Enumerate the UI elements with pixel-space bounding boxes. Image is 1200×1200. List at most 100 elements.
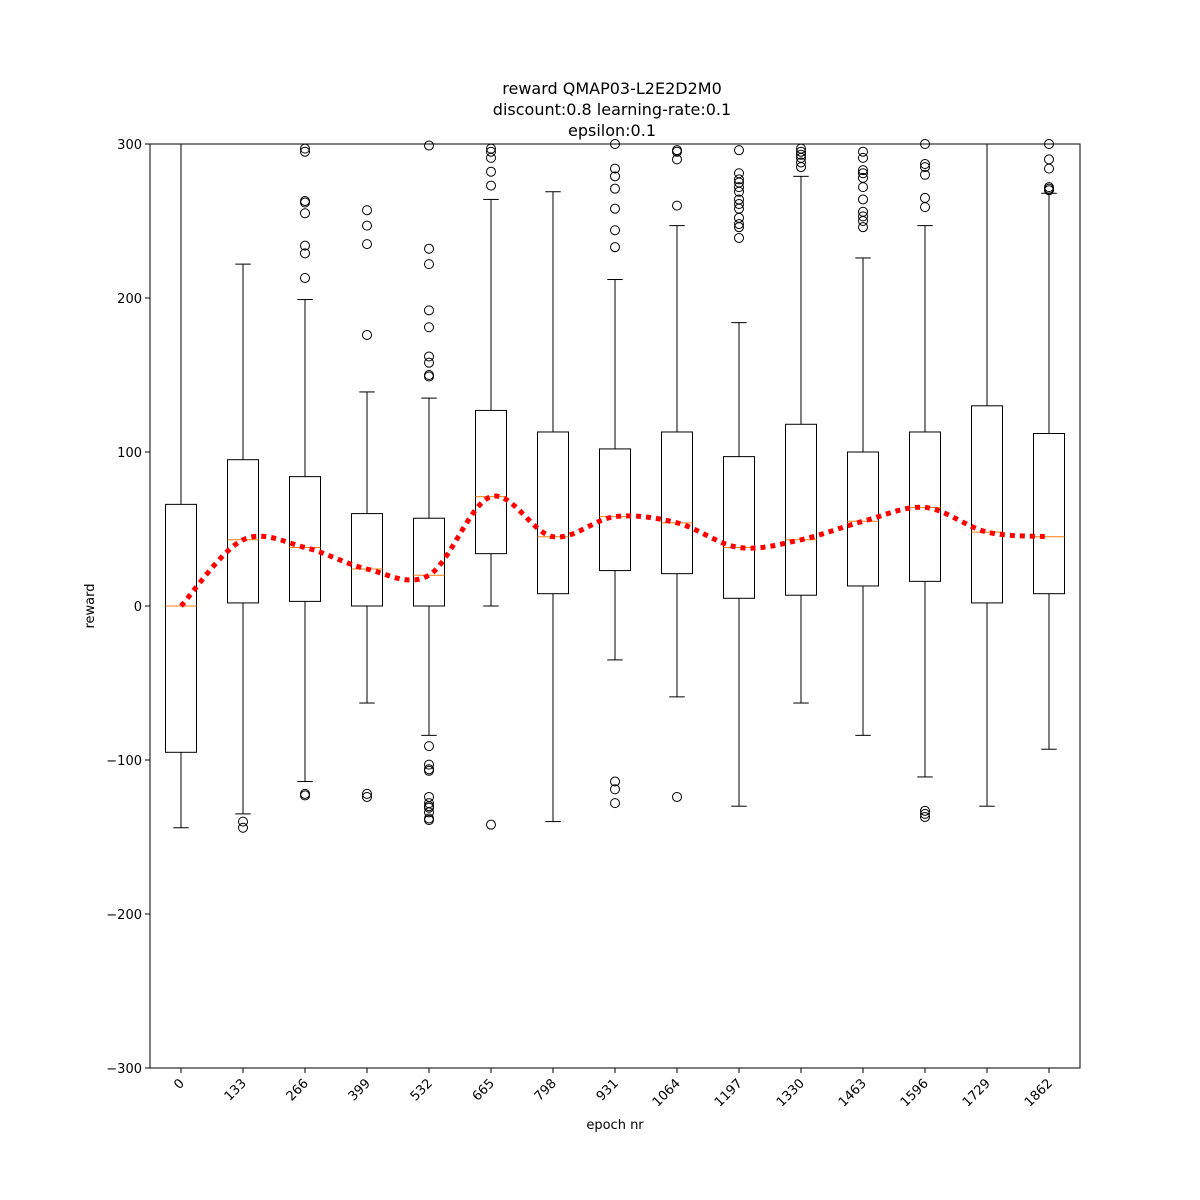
- outlier-point: [362, 239, 372, 250]
- box-group-1596: [909, 139, 941, 822]
- chart-title-line-3: epsilon:0.1: [568, 121, 656, 140]
- outlier-point: [238, 822, 248, 833]
- outlier-point: [424, 741, 434, 752]
- box-group-931: [599, 139, 631, 809]
- outlier-point: [362, 205, 372, 216]
- x-tick-label: 1596: [898, 1076, 932, 1110]
- x-tick-label: 1862: [1022, 1076, 1056, 1110]
- outlier-point: [424, 802, 434, 813]
- box-group-532: [413, 140, 445, 826]
- outlier-point: [238, 816, 248, 827]
- box-group-1064: [661, 145, 693, 802]
- outlier-point: [858, 165, 868, 176]
- x-tick-label: 1463: [836, 1076, 870, 1110]
- outlier-point: [920, 159, 930, 170]
- outlier-point: [610, 225, 620, 236]
- outlier-point: [734, 174, 744, 185]
- x-tick-label: 1330: [774, 1076, 808, 1110]
- chart-title-line-1: reward QMAP03-L2E2D2M0: [502, 79, 722, 98]
- outlier-point: [920, 192, 930, 203]
- outlier-point: [858, 206, 868, 217]
- outlier-point: [300, 790, 310, 801]
- outlier-point: [858, 222, 868, 233]
- box-group-399: [351, 205, 383, 802]
- outlier-point: [486, 166, 496, 177]
- box-iqr: [289, 476, 321, 602]
- outlier-point: [424, 305, 434, 316]
- outlier-point: [734, 194, 744, 205]
- outlier-point: [424, 807, 434, 818]
- box-group-133: [227, 263, 259, 833]
- outlier-point: [424, 243, 434, 254]
- outlier-point: [300, 208, 310, 219]
- outlier-point: [424, 815, 434, 826]
- outlier-point: [920, 202, 930, 213]
- outlier-point: [796, 146, 806, 157]
- x-tick-label: 798: [532, 1076, 560, 1104]
- outlier-point: [920, 162, 930, 173]
- outlier-point: [300, 272, 310, 283]
- outlier-point: [858, 146, 868, 157]
- box-group-266: [289, 143, 321, 801]
- outlier-point: [858, 152, 868, 163]
- outlier-point: [300, 248, 310, 259]
- box-iqr: [971, 405, 1003, 604]
- x-tick-label: 133: [222, 1076, 250, 1104]
- outlier-point: [796, 157, 806, 168]
- x-tick-label: 931: [594, 1076, 622, 1104]
- outlier-point: [424, 759, 434, 770]
- box-iqr: [599, 448, 631, 572]
- outlier-point: [362, 791, 372, 802]
- box-group-1197: [723, 145, 755, 807]
- outlier-point: [424, 140, 434, 151]
- box-group-1729: [971, 143, 1003, 807]
- x-axis: 0 133 266 399 532 665 798 931 1064 1197 1330 1463 15…: [171, 1068, 1056, 1110]
- outlier-point: [858, 182, 868, 193]
- outlier-point: [424, 351, 434, 362]
- outlier-point: [424, 765, 434, 776]
- x-tick-label: 1064: [650, 1076, 684, 1110]
- outlier-point: [672, 200, 682, 211]
- outlier-point: [920, 805, 930, 816]
- outlier-point: [1044, 182, 1054, 193]
- box-iqr: [661, 431, 693, 575]
- outlier-point: [362, 329, 372, 340]
- box-iqr: [909, 431, 941, 582]
- outlier-point: [734, 145, 744, 156]
- outlier-point: [858, 172, 868, 183]
- box-iqr: [785, 423, 817, 596]
- outlier-point: [424, 357, 434, 368]
- box-iqr: [351, 513, 383, 607]
- outlier-point: [920, 808, 930, 819]
- box-group-1463: [847, 146, 879, 736]
- outlier-point: [858, 194, 868, 205]
- outlier-point: [610, 784, 620, 795]
- box-iqr: [1033, 433, 1065, 595]
- box-iqr: [475, 409, 507, 555]
- x-tick-label: 1197: [712, 1076, 746, 1110]
- outlier-point: [920, 811, 930, 822]
- box-iqr: [723, 456, 755, 599]
- y-tick-label: −100: [106, 754, 142, 769]
- outlier-point: [734, 182, 744, 193]
- x-axis-label: epoch nr: [586, 1118, 644, 1133]
- outlier-point: [1044, 154, 1054, 165]
- y-tick-label: 300: [117, 138, 142, 153]
- outlier-point: [610, 242, 620, 253]
- median-trend-line: [179, 493, 1050, 608]
- box-iqr: [537, 431, 569, 595]
- outlier-point: [672, 145, 682, 156]
- box-iqr: [165, 503, 197, 753]
- box-iqr: [847, 451, 879, 587]
- y-tick-label: 200: [117, 292, 142, 307]
- outlier-point: [486, 180, 496, 191]
- y-tick-label: 0: [134, 600, 142, 615]
- outlier-point: [734, 219, 744, 230]
- outlier-point: [300, 146, 310, 157]
- outlier-point: [920, 169, 930, 180]
- box-iqr: [227, 459, 259, 604]
- box-group-1862: [1033, 139, 1065, 750]
- outlier-point: [734, 232, 744, 243]
- outlier-point: [734, 212, 744, 223]
- x-tick-label: 0: [171, 1076, 187, 1092]
